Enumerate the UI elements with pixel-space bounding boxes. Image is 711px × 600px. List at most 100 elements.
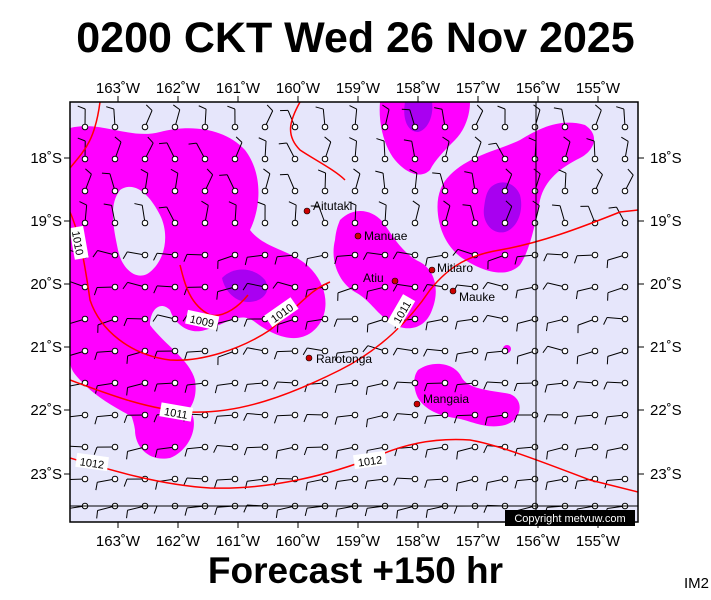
lat-label: 22˚S [650,402,682,419]
wind-barb [93,283,119,296]
wind-barb [276,315,299,333]
lat-label: 18˚S [30,150,62,167]
wind-barb [501,200,513,227]
wind-barb [561,136,571,163]
wind-barb [79,201,89,227]
wind-barb [552,204,569,227]
wind-barb [152,314,179,323]
wind-barb [171,104,181,131]
heavy-rain-west [222,269,268,302]
rain-area-north [379,102,470,175]
isobar-line [289,102,346,181]
wind-barb [545,315,569,332]
wind-barb [214,379,239,394]
place-mangaia: Mangaia [413,392,469,408]
wind-barb [403,139,419,163]
wind-barb [558,169,569,195]
wind-barb [184,443,209,457]
wind-barb [591,104,602,131]
lon-label: 161˚W [216,80,261,97]
wind-barb [376,138,389,163]
wind-barb [333,315,359,327]
wind-barb [153,283,179,294]
wind-barb [122,251,149,260]
wind-barb [393,379,419,390]
lat-labels-right: 18˚S 19˚S 20˚S 21˚S 22˚S 23˚S [650,150,682,483]
wind-barb [425,251,449,266]
wind-barb [573,379,599,390]
lon-label: 156˚W [516,80,561,97]
wind-barb [201,168,214,195]
wind-barb [103,203,119,227]
wind-barb [455,475,479,492]
wind-barb [242,347,269,355]
wind-barb [92,250,119,259]
wind-barb [315,106,329,131]
wind-barb [334,475,359,490]
wind-barb [603,379,629,390]
place-rarotonga: Rarotonga [305,352,372,366]
wind-barb [441,136,450,163]
wind-barb [485,475,509,491]
wind-barb [184,379,209,393]
wind-barb [586,138,599,163]
wind-barb [280,109,299,131]
isobar-line [70,102,101,169]
wind-barb [126,379,149,396]
wind-barb [456,443,479,460]
wind-barb [616,106,629,131]
wind-barb [576,347,599,365]
forecast-label: Forecast +150 hr [207,550,504,591]
wind-barb [183,475,209,486]
lon-label: 158˚W [396,533,441,550]
wind-barb [462,204,479,227]
rain-area-mangaia [414,363,520,427]
wind-barb [411,200,420,227]
wind-barb [434,107,449,131]
copyright-box: Copyright metvuw.com [505,510,635,526]
wind-barb [574,411,599,425]
lon-label: 163˚W [96,80,141,97]
wind-barb [242,282,269,291]
wind-barb [126,443,149,460]
place-label: Manuae [364,229,408,243]
wind-barb [243,411,269,421]
wind-barb [81,168,92,195]
wind-barb [544,379,569,393]
wind-barb [349,105,359,131]
lon-label: 163˚W [96,533,141,550]
wind-barb [455,347,479,362]
wind-barb [183,251,209,262]
wind-barb [93,443,119,455]
wind-barb [170,168,179,195]
wind-barb [424,475,449,488]
wind-barb [140,168,149,195]
wind-barb [422,283,449,292]
wind-barb [216,283,239,300]
wind-barb [158,206,179,227]
isobar-label: 1011 [163,406,188,422]
lat-label: 19˚S [30,213,62,230]
lat-label: 21˚S [30,339,62,356]
wind-barb [621,136,629,163]
wind-barb [497,105,509,131]
image-tag: IM2 [684,575,710,592]
heavy-rain-northeast [483,182,522,233]
place-label: Rarotonga [316,352,372,366]
wind-barb [574,443,599,458]
wind-barb [482,314,509,323]
map-frame [69,101,639,523]
wind-barb [577,315,599,334]
wind-barb [244,379,269,393]
wind-barb [409,169,419,195]
wind-barb [574,251,599,264]
wind-barb [366,315,389,333]
wind-barb [553,107,569,131]
lon-labels-bottom: 163˚W 162˚W 161˚W 160˚W 159˚W 158˚W 157˚… [96,533,621,550]
wind-barb [621,168,634,195]
wind-barb [487,251,509,270]
wind-barb [575,283,599,300]
isobar-label: 1012 [79,456,105,471]
wind-barb [482,281,509,291]
